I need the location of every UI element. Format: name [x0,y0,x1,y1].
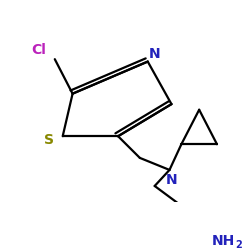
Text: N: N [166,172,177,186]
Text: 2: 2 [235,240,242,250]
Text: N: N [149,46,160,60]
Text: Cl: Cl [32,42,46,56]
Text: S: S [44,133,54,147]
Text: NH: NH [211,234,234,247]
